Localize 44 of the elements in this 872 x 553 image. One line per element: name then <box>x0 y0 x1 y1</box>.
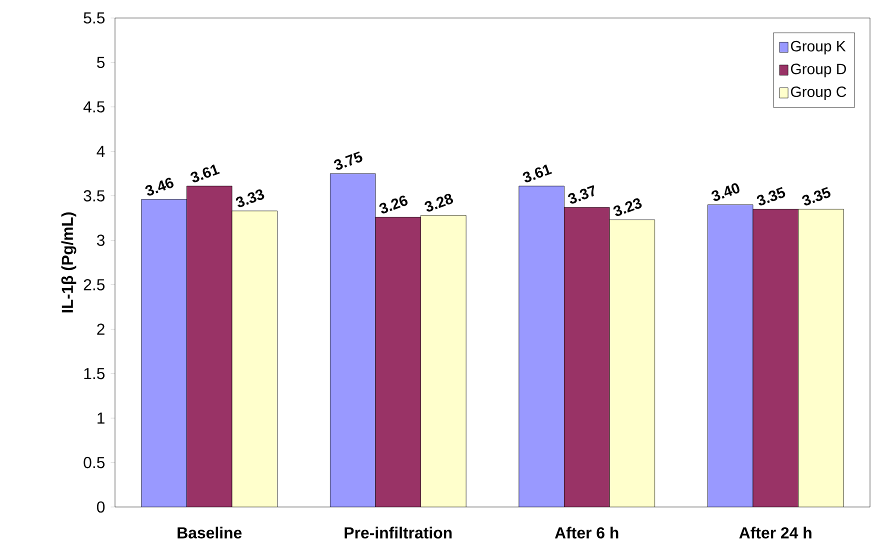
data-label: 3.23 <box>613 198 642 216</box>
data-label: 3.46 <box>145 178 174 196</box>
legend-label: Group C <box>790 86 846 100</box>
data-label: 3.75 <box>334 151 362 170</box>
bar <box>186 186 232 507</box>
bar <box>232 210 278 507</box>
x-tick-label: After 24 h <box>739 526 812 538</box>
y-tick-label: 0 <box>96 501 105 513</box>
y-tick-label: 1.5 <box>84 368 105 380</box>
data-label: 3.40 <box>712 183 740 201</box>
y-tick-label: 4.5 <box>83 101 105 112</box>
data-label: 3.35 <box>756 187 786 206</box>
legend-label: Group D <box>790 64 846 78</box>
y-tick-label: 2 <box>97 324 104 335</box>
x-tick-label: After 6 h <box>554 526 618 538</box>
bar <box>798 208 844 507</box>
y-tick-label: 3.5 <box>84 190 105 202</box>
x-tick-label: Pre-infiltration <box>344 526 452 538</box>
data-label: 3.35 <box>802 187 830 206</box>
y-tick-label: 0.5 <box>84 456 105 468</box>
data-label: 3.37 <box>568 185 594 204</box>
y-tick-label: 5 <box>97 56 105 68</box>
y-tick-label: 3 <box>96 234 105 246</box>
x-tick-label: Baseline <box>178 526 242 538</box>
data-label: 3.33 <box>236 189 264 208</box>
data-label: 3.28 <box>424 194 454 212</box>
bar <box>752 208 798 507</box>
bar <box>609 220 656 507</box>
bar <box>141 199 187 507</box>
y-axis-title: IL-1β (Pg/mL) <box>61 212 76 312</box>
bar <box>564 207 610 507</box>
bar <box>330 173 376 507</box>
data-label: 3.61 <box>190 164 220 182</box>
y-tick-label: 5.5 <box>84 12 105 24</box>
y-tick-label: 4 <box>96 146 105 157</box>
bar <box>375 216 421 507</box>
bar <box>518 186 564 507</box>
y-tick-label: 2.5 <box>84 279 105 290</box>
y-tick-label: 1 <box>98 412 104 424</box>
legend-label: Group K <box>790 40 846 54</box>
bar <box>420 215 466 507</box>
data-label: 3.26 <box>379 196 408 214</box>
bar <box>707 204 754 507</box>
data-label: 3.61 <box>522 164 552 182</box>
